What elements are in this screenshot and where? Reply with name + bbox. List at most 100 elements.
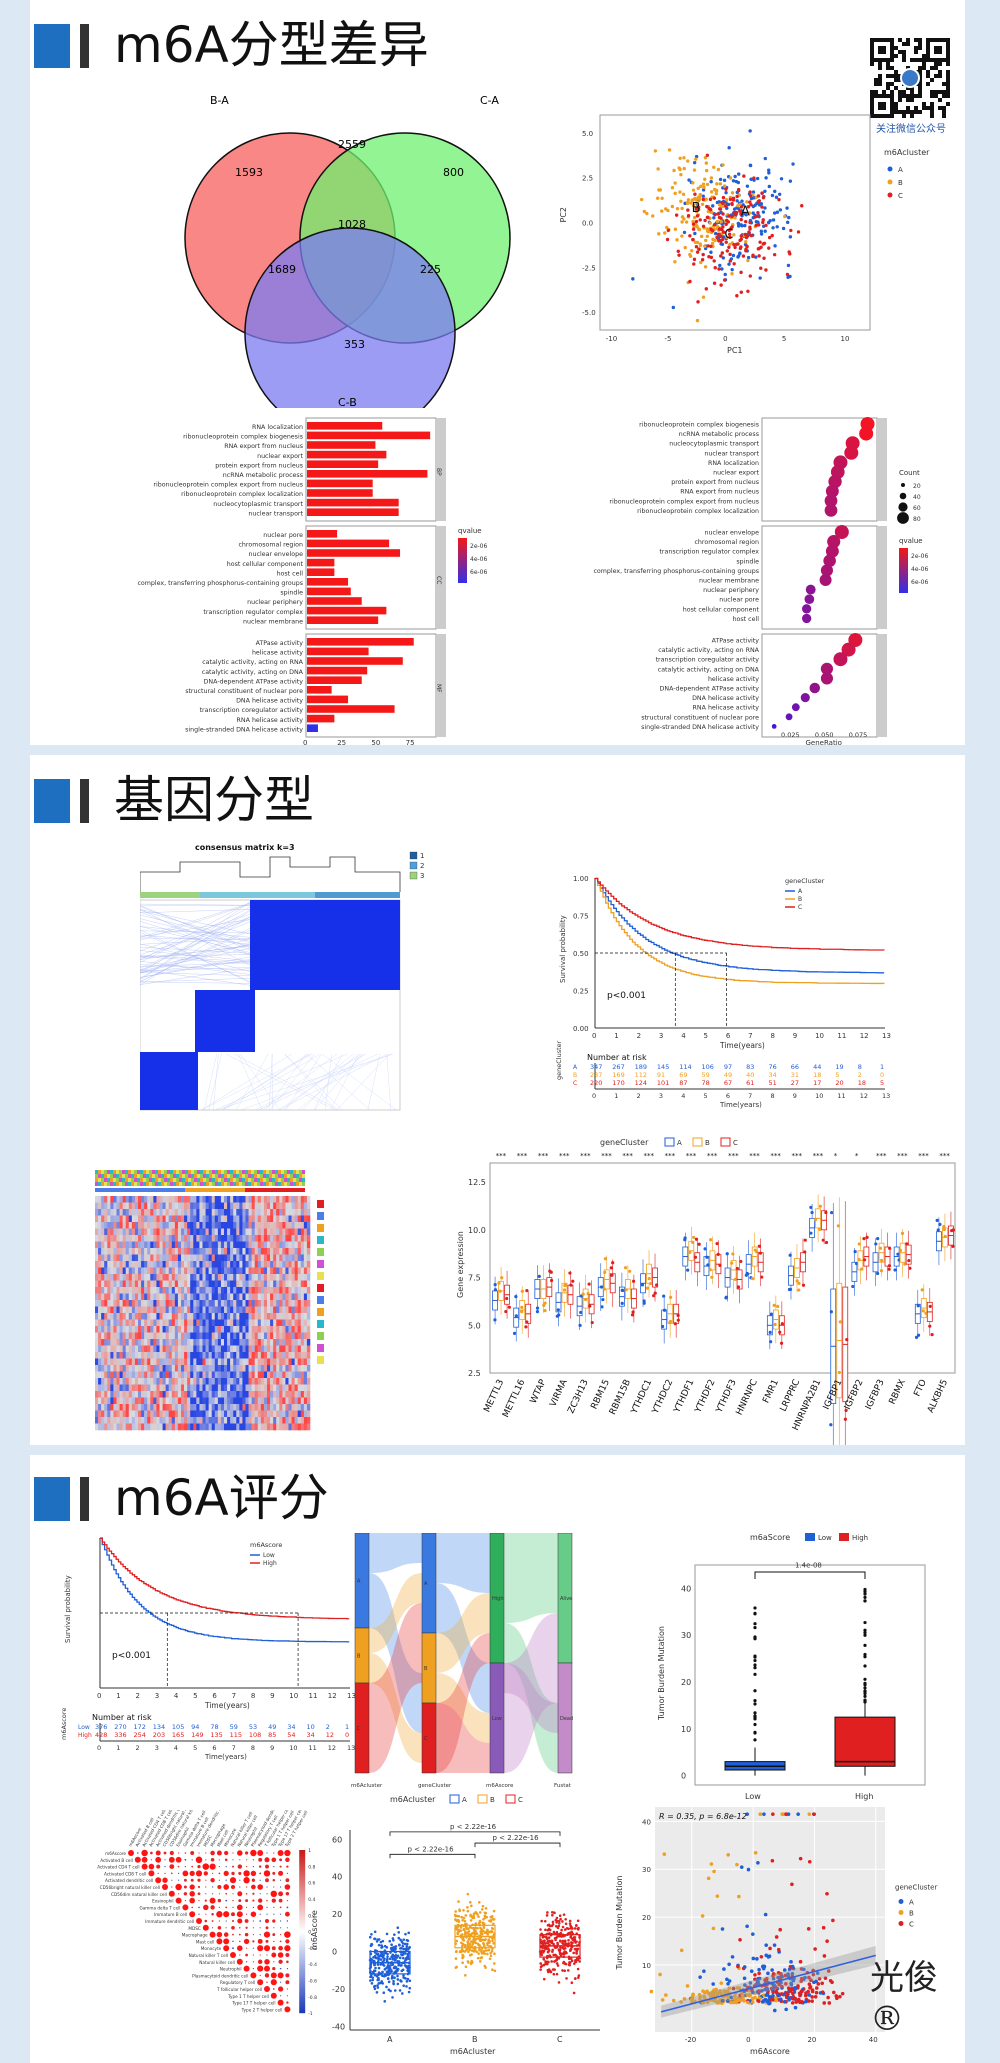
- heatmap-cell: [104, 1332, 108, 1340]
- heatmap-annotation: [293, 1178, 296, 1182]
- heatmap-cell: [196, 1209, 200, 1216]
- heatmap-cell: [248, 1261, 252, 1268]
- heatmap-cell: [159, 1371, 163, 1379]
- corr-row-label: Monocyte: [201, 1946, 222, 1951]
- km-risk-xtick: 10: [815, 1092, 823, 1100]
- heatmap-cell: [150, 1261, 154, 1268]
- gbox-outlier: [836, 1224, 841, 1228]
- heatmap-cell: [177, 1319, 182, 1327]
- heatmap-cell: [95, 1274, 99, 1281]
- corr-cell: [218, 1872, 221, 1875]
- pca-point: [660, 196, 664, 200]
- heatmap-cell: [224, 1254, 228, 1262]
- heatmap-cell: [107, 1384, 111, 1392]
- gbox-outlier: [587, 1282, 591, 1286]
- heatmap-cell: [98, 1423, 102, 1431]
- heatmap-cell: [110, 1235, 114, 1242]
- heatmap-cell: [193, 1358, 197, 1366]
- consensus-block: [250, 900, 400, 990]
- corr-cell: [266, 1886, 268, 1888]
- pca-centroid-label: C: [724, 228, 733, 243]
- heatmap-cell: [248, 1384, 252, 1392]
- heatmap-cell: [263, 1248, 268, 1255]
- corr-cell: [280, 1879, 282, 1881]
- heatmap-cell: [165, 1222, 170, 1229]
- heatmap-cell: [190, 1339, 194, 1346]
- heatmap-cell: [260, 1332, 265, 1340]
- heatmap-cell: [171, 1397, 176, 1405]
- tmb-legend-title: m6aScore: [750, 1533, 790, 1542]
- heatmap-cell: [131, 1274, 136, 1281]
- corr-cell: [225, 1866, 227, 1868]
- km-risk-xtick: 8: [770, 1092, 774, 1100]
- heatmap-cell: [291, 1417, 295, 1424]
- corr-cell: [163, 1851, 167, 1855]
- corr-col-label: MDSC: [202, 1834, 213, 1847]
- heatmap-cell: [270, 1339, 274, 1346]
- pca-point: [680, 234, 684, 238]
- heatmap-cell: [156, 1300, 160, 1307]
- heatmap-cell: [267, 1209, 271, 1216]
- heatmap-cell: [224, 1339, 228, 1346]
- heatmap-cell: [306, 1241, 311, 1249]
- heatmap-annotation: [161, 1182, 164, 1186]
- heatmap-cell: [288, 1241, 292, 1249]
- heatmap-cell: [147, 1241, 151, 1249]
- heatmap-cell: [270, 1215, 274, 1223]
- heatmap-cell: [224, 1371, 228, 1379]
- km-pvalue: p<0.001: [112, 1651, 151, 1661]
- go-bar: [307, 714, 335, 723]
- pca-point: [699, 234, 704, 239]
- heatmap-cell: [184, 1365, 188, 1372]
- heatmap-cell: [165, 1202, 170, 1210]
- gbox-outlier: [514, 1295, 518, 1299]
- heatmap-cell: [248, 1410, 252, 1418]
- heatmap-cell: [125, 1267, 130, 1275]
- gbox-outlier: [857, 1257, 861, 1262]
- qr-module: [898, 110, 902, 114]
- qr-module: [922, 62, 926, 66]
- heatmap-cell: [131, 1404, 136, 1411]
- gbox-outlier: [668, 1319, 673, 1324]
- heatmap-cell: [128, 1358, 133, 1366]
- heatmap-cell: [242, 1215, 246, 1223]
- heatmap-cell: [214, 1384, 219, 1392]
- heatmap-cluster-bar: [122, 1188, 125, 1192]
- heatmap-cell: [153, 1352, 157, 1359]
- go-dot-xlabel: GeneRatio: [806, 739, 842, 745]
- heatmap-cell: [220, 1371, 225, 1379]
- pca-point: [747, 211, 752, 215]
- heatmap-cell: [181, 1319, 185, 1327]
- heatmap-annotation: [272, 1182, 275, 1186]
- heatmap-cell: [107, 1196, 111, 1203]
- pca-point: [779, 177, 784, 181]
- heatmap-cell: [282, 1345, 286, 1353]
- heatmap-cell: [104, 1352, 108, 1359]
- heatmap-cell: [125, 1391, 130, 1398]
- heatmap-cell: [119, 1319, 123, 1327]
- heatmap-cell: [285, 1365, 289, 1372]
- corr-row-label: Eosinophil: [152, 1899, 173, 1904]
- heatmap-cell: [242, 1326, 246, 1333]
- heatmap-cell: [196, 1196, 200, 1203]
- heatmap-cell: [131, 1287, 136, 1294]
- pca-point: [706, 244, 710, 248]
- heatmap-cell: [107, 1391, 111, 1398]
- heatmap-cell: [254, 1313, 259, 1320]
- heatmap-cell: [131, 1358, 136, 1366]
- heatmap-cell: [153, 1404, 157, 1411]
- heatmap-annotation: [236, 1178, 239, 1182]
- heatmap-annotation: [191, 1174, 194, 1178]
- pca-point: [746, 289, 750, 293]
- pca-legend-dot: [887, 192, 893, 198]
- section-m6a-subtype: m6A分型差异 关注微信公众号 B-A C-A C-B 1593 800 255…: [30, 0, 965, 745]
- heatmap-cell: [134, 1215, 139, 1223]
- corr-cell: [198, 1852, 200, 1854]
- corr-cell: [209, 1897, 216, 1904]
- go-bar-strip: [436, 418, 446, 521]
- heatmap-cell: [113, 1410, 117, 1418]
- tmb-ytick: 0: [681, 1772, 686, 1781]
- qr-module: [918, 90, 922, 94]
- section-m6a-score: m6A评分 0 1 2 3 4 5 6 7 8 9 10 11 12 13 Time(years) Survi…: [30, 1455, 965, 2063]
- heatmap-annotation: [299, 1178, 302, 1182]
